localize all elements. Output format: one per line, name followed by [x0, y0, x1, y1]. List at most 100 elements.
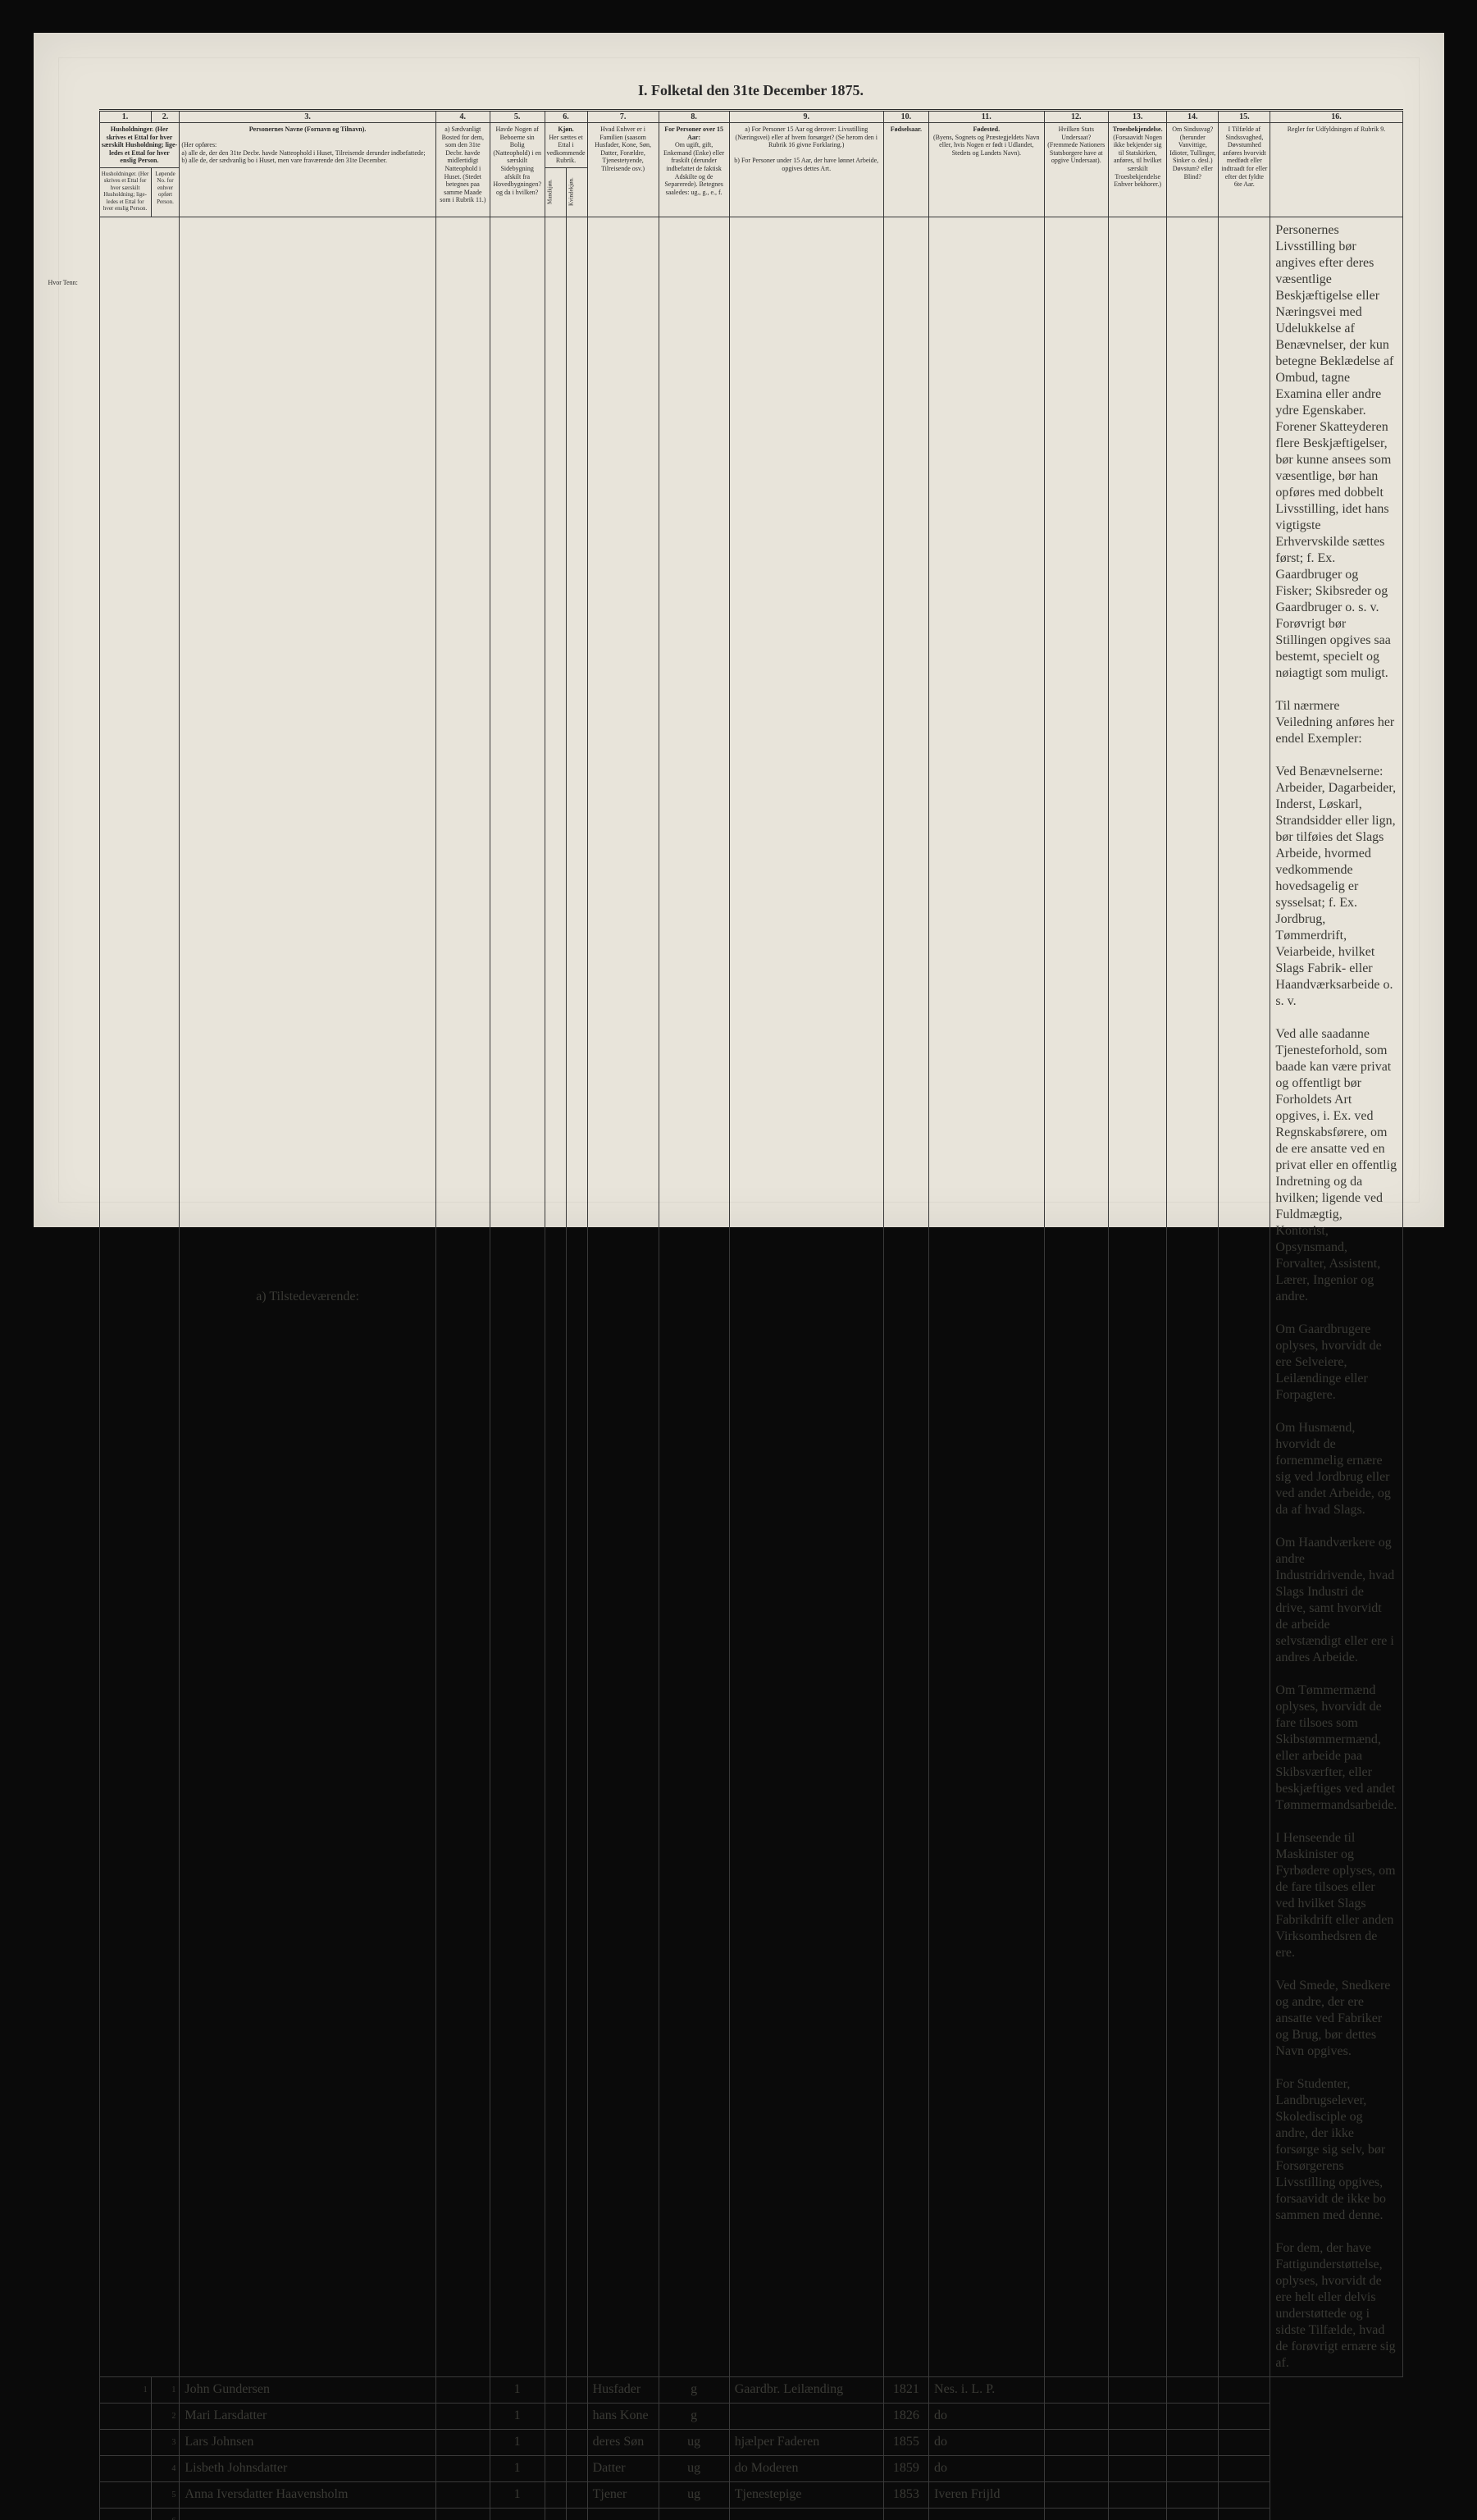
c6a [545, 2429, 566, 2455]
empty-cell [587, 2508, 659, 2520]
c14 [1167, 2429, 1219, 2455]
left-margin-notes: Hvor Tenn: [48, 279, 93, 320]
c15 [1219, 2481, 1270, 2508]
empty-cell [545, 2508, 566, 2520]
c9-occupation: Gaardbr. Leilænding [729, 2376, 883, 2403]
c10-birthyear: 1853 [883, 2481, 928, 2508]
c13 [1109, 2403, 1167, 2429]
c14 [1167, 2403, 1219, 2429]
c8-marital: g [659, 2403, 729, 2429]
empty-cell [729, 2508, 883, 2520]
col-number: 8. [659, 111, 729, 123]
col-number: 15. [1219, 111, 1270, 123]
section-present-row: a) Tilstedeværende: Personernes Livsstil… [99, 217, 1402, 2376]
household-num [99, 2403, 151, 2429]
c15 [1219, 2429, 1270, 2455]
table-row: 4 Lisbeth Johnsdatter 1 Datter ug do Mod… [99, 2455, 1402, 2481]
header-text: a) For Personer 15 Aar og derover: Livss… [735, 126, 878, 148]
c12 [1044, 2403, 1108, 2429]
c12 [1044, 2376, 1108, 2403]
col-number: 16. [1270, 111, 1402, 123]
c15 [1219, 2455, 1270, 2481]
c4 [435, 2403, 490, 2429]
header-sub: (Her opføres: a) alle de, der den 31te D… [181, 141, 433, 165]
household-num [99, 2481, 151, 2508]
col-number: 5. [490, 111, 545, 123]
table-row: 1 1 John Gundersen 1 Husfader g Gaardbr.… [99, 2376, 1402, 2403]
header-c12: Hvilken Stats Undersaat? (Fremmede Natio… [1044, 123, 1108, 217]
c15 [1219, 2376, 1270, 2403]
c4 [435, 2481, 490, 2508]
col-number: 1. [99, 111, 151, 123]
c4 [435, 2429, 490, 2455]
c5: 1 [490, 2455, 545, 2481]
c13 [1109, 2429, 1167, 2455]
c5: 1 [490, 2376, 545, 2403]
c9-occupation [729, 2403, 883, 2429]
c4 [435, 2376, 490, 2403]
household-num [99, 2429, 151, 2455]
c7-family-role: hans Kone [587, 2403, 659, 2429]
header-sub: b) For Personer under 15 Aar, der have l… [734, 157, 878, 172]
c5: 1 [490, 2481, 545, 2508]
c12 [1044, 2481, 1108, 2508]
empty-cell [1109, 2508, 1167, 2520]
c13 [1109, 2376, 1167, 2403]
c11-birthplace: Nes. i. L. P. [929, 2376, 1045, 2403]
header-c3: Personernes Navne (Fornavn og Tilnavn). … [180, 123, 435, 217]
c10-birthyear: 1821 [883, 2376, 928, 2403]
header-c15: I Tilfælde af Sindssvaghed, Døvstumhed a… [1219, 123, 1270, 217]
person-num: 3 [151, 2429, 180, 2455]
c6b [566, 2376, 587, 2403]
header-c1a: Husholdninger. (Her skrives et Ettal for… [99, 167, 151, 217]
col-number: 4. [435, 111, 490, 123]
c6a [545, 2403, 566, 2429]
empty-cell [1167, 2508, 1219, 2520]
rules-text: Personernes Livsstilling bør angives eft… [1275, 222, 1397, 2372]
c6a [545, 2376, 566, 2403]
header-row: Husholdninger. (Her skrives et Ettal for… [99, 123, 1402, 168]
header-c13: Troesbekjendelse. (Forsaavidt Nogen ikke… [1109, 123, 1167, 217]
c5: 1 [490, 2403, 545, 2429]
header-c4: a) Sædvanligt Bosted for dem, som den 31… [435, 123, 490, 217]
person-name: Lars Johnsen [180, 2429, 435, 2455]
c9-occupation: do Moderen [729, 2455, 883, 2481]
header-c6b: Kvindekjøn. [566, 167, 587, 217]
household-num [99, 2455, 151, 2481]
col-number: 3. [180, 111, 435, 123]
empty-cell [1044, 2508, 1108, 2520]
c13 [1109, 2455, 1167, 2481]
header-text: Husholdninger. (Her skrives et Ettal for… [102, 126, 177, 164]
empty-cell [435, 2508, 490, 2520]
header-text: Fødested. [973, 126, 1000, 133]
c15 [1219, 2403, 1270, 2429]
empty-cell [566, 2508, 587, 2520]
c4 [435, 2455, 490, 2481]
person-num: 4 [151, 2455, 180, 2481]
household-num: 1 [99, 2376, 151, 2403]
c11-birthplace: do [929, 2403, 1045, 2429]
empty-cell [929, 2508, 1045, 2520]
header-c8: For Personer over 15 Aar: Om ugift, gift… [659, 123, 729, 217]
col-number: 12. [1044, 111, 1108, 123]
household-num [99, 2508, 151, 2520]
person-num: 5 [151, 2481, 180, 2508]
c10-birthyear: 1859 [883, 2455, 928, 2481]
header-c1b: Løpende No. for enhver opført Person. [151, 167, 180, 217]
header-c9: a) For Personer 15 Aar og derover: Livss… [729, 123, 883, 217]
census-table: 1.2.3.4.5.6.7.8.9.10.11.12.13.14.15.16. … [99, 109, 1403, 2520]
c8-marital: ug [659, 2429, 729, 2455]
c7-family-role: Tjener [587, 2481, 659, 2508]
c6b [566, 2429, 587, 2455]
header-sub: Om ugift, gift, Enkemand (Enke) eller fr… [663, 141, 724, 196]
table-row-empty: 6 [99, 2508, 1402, 2520]
table-row: 5 Anna Iversdatter Haavensholm 1 Tjener … [99, 2481, 1402, 2508]
header-text: Regler for Udfyldningen af Rubrik 9. [1288, 126, 1386, 133]
header-c6: Kjøn. Her sættes et Ettal i vedkommende … [545, 123, 587, 168]
person-name: Anna Iversdatter Haavensholm [180, 2481, 435, 2508]
c14 [1167, 2455, 1219, 2481]
header-c5: Havde Nogen af Beboerne sin Bolig (Natte… [490, 123, 545, 217]
col-number: 9. [729, 111, 883, 123]
margin-note: Hvor Tenn: [48, 279, 93, 287]
header-sub: (Byens, Sognets og Præstegjeldets Navn e… [933, 134, 1040, 157]
